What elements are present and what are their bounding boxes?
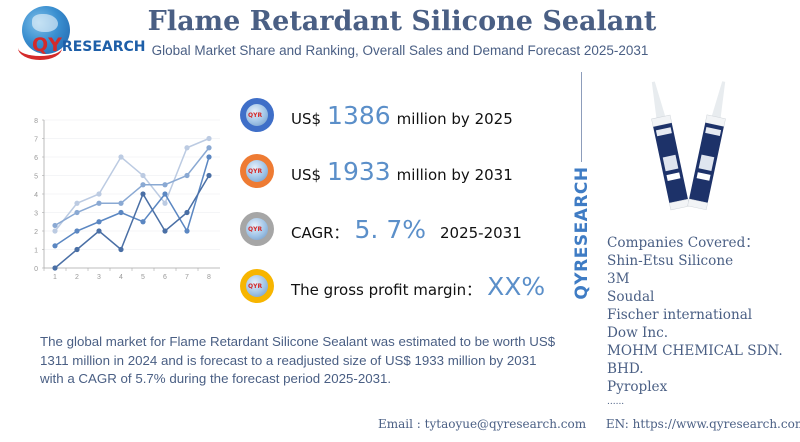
company-item: Shin-Etsu Silicone [607,253,734,269]
qyresearch-logo: QYRESEARCH [18,6,148,60]
svg-text:1: 1 [34,248,38,255]
footer-contact: Email : tytaoyue@qyresearch.com EN: http… [378,417,800,431]
vertical-brand-text: QYRESEARCH [572,166,592,300]
stat-market-2031: QYR US$ 1933 million by 2031 [240,151,513,191]
svg-text:4: 4 [119,274,123,280]
market-description: The global market for Flame Retardant Si… [40,334,556,386]
stat-value: 1933 [327,156,391,186]
svg-text:0: 0 [34,266,38,273]
company-item: MOHM CHEMICAL SDN. [607,343,783,359]
companies-heading: Companies Covered： [607,235,759,251]
svg-text:6: 6 [34,155,38,162]
globe-badge-gray-icon: QYR [240,212,274,246]
logo-swoosh [18,36,62,60]
stat-value: 5. 7% [354,214,426,244]
svg-text:2: 2 [34,229,38,236]
company-item: 3M [607,271,630,287]
globe-badge-yellow-icon: QYR [240,269,274,303]
svg-text:5: 5 [34,174,38,181]
svg-text:2: 2 [75,274,79,280]
svg-text:3: 3 [97,274,101,280]
globe-badge-orange-icon: QYR [240,154,274,188]
svg-text:1: 1 [53,274,57,280]
stat-value: XX% [487,271,546,301]
line-chart: 0 1 2 3 4 5 6 7 8 1 2 3 4 5 6 7 8 [34,118,220,280]
sealant-tubes-image [651,81,726,211]
company-item-ellipsis: ...... [607,397,625,407]
page-subtitle: Global Market Share and Ranking, Overall… [151,43,649,58]
stat-gross-margin: QYR The gross profit margin： XX% [240,266,551,306]
stat-cagr: QYR CAGR： 5. 7% 2025-2031 [240,209,522,249]
svg-text:4: 4 [34,192,38,199]
stat-market-2025: QYR US$ 1386 million by 2025 [240,95,513,135]
company-item: Fischer international [607,307,753,323]
globe-badge-blue-icon: QYR [240,98,274,132]
email-link[interactable]: Email : tytaoyue@qyresearch.com [378,417,587,431]
logo-text: QYRESEARCH [32,34,146,56]
company-item: Pyroplex [607,379,668,395]
stat-value: 1386 [327,100,391,130]
svg-text:8: 8 [207,274,211,280]
svg-text:3: 3 [34,211,38,218]
svg-text:7: 7 [185,274,189,280]
company-item: Soudal [607,289,655,305]
svg-text:5: 5 [141,274,145,280]
company-item: Dow Inc. [607,325,669,341]
company-item: BHD. [607,361,644,377]
website-link[interactable]: EN: https://www.qyresearch.com [605,417,800,431]
svg-text:6: 6 [163,274,167,280]
page-title: Flame Retardant Silicone Sealant [147,6,657,37]
svg-text:7: 7 [34,137,38,144]
companies-list: Companies Covered： Shin-Etsu Silicone 3M… [607,234,797,408]
vertical-divider [581,72,582,162]
svg-text:8: 8 [34,118,38,125]
